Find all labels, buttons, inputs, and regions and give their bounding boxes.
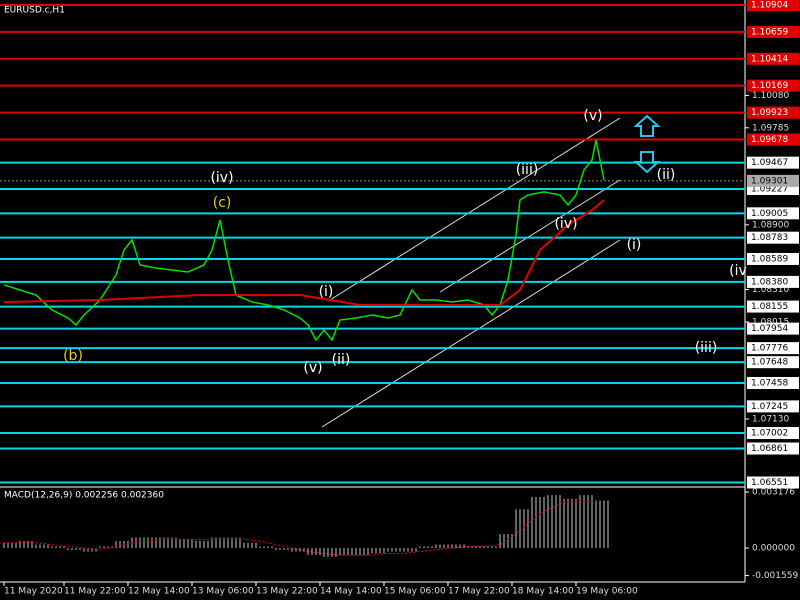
level-label: 1.07776 — [751, 344, 788, 354]
level-label-box — [747, 400, 799, 413]
wave-label: (v) — [583, 108, 602, 124]
level-label: 1.10414 — [751, 54, 788, 64]
y-tick-label: 1.08900 — [752, 220, 789, 230]
level-label: 1.08155 — [751, 302, 788, 312]
wave-label: (ii) — [657, 167, 676, 183]
level-label: 1.10904 — [751, 1, 788, 11]
wave-label: (ii) — [332, 352, 351, 368]
level-label: 1.07648 — [751, 358, 788, 368]
wave-label: (i) — [627, 237, 642, 253]
x-tick-label: 18 May 14:00 — [512, 587, 574, 597]
level-label: 1.06861 — [751, 444, 788, 454]
wave-label: (iii) — [695, 340, 718, 356]
x-tick-label: 13 May 22:00 — [256, 587, 318, 597]
y-tick-label: -0.001559 — [752, 571, 798, 581]
level-label: 1.08380 — [751, 277, 788, 287]
level-label: 1.10169 — [751, 81, 788, 91]
y-tick-label: 1.09785 — [752, 123, 789, 133]
level-label-box — [747, 322, 799, 335]
level-label: 1.09678 — [751, 135, 788, 145]
last-price-box — [747, 174, 799, 187]
level-label-box — [747, 377, 799, 390]
level-label: 1.09227 — [751, 184, 788, 194]
level-label-box — [747, 106, 799, 119]
level-label: 1.10659 — [751, 27, 788, 37]
y-tick-label: 1.07130 — [752, 414, 789, 424]
chart-title: EURUSD.c,H1 — [4, 6, 65, 16]
level-label: 1.07954 — [751, 324, 788, 334]
channel — [321, 117, 621, 428]
level-label-box — [747, 0, 799, 12]
level-label: 1.08589 — [751, 254, 788, 264]
level-label-box — [747, 300, 799, 313]
y-tick-label: 1.08310 — [752, 285, 789, 295]
level-label-box — [747, 342, 799, 355]
last-price-label: 1.09301 — [751, 176, 788, 186]
wave-label: (i) — [319, 284, 334, 300]
level-label: 1.09467 — [751, 158, 788, 168]
signal-line — [4, 499, 597, 556]
x-tick-label: 15 May 06:00 — [384, 587, 446, 597]
x-tick-label: 19 May 06:00 — [576, 587, 638, 597]
channel-line — [439, 179, 621, 293]
level-label-box — [747, 356, 799, 369]
level-label-box — [747, 156, 799, 169]
up-arrow — [633, 114, 661, 137]
level-label: 1.09005 — [751, 209, 788, 219]
level-label: 1.09923 — [751, 108, 788, 118]
moving-average — [3, 199, 605, 307]
level-label: 1.07245 — [751, 402, 788, 412]
level-label-box — [747, 427, 799, 440]
wave-label: (iv) — [210, 170, 233, 186]
macd-title: MACD(12,26,9) 0.002256 0.002360 — [4, 491, 164, 501]
channel-line — [329, 117, 621, 301]
level-label: 1.08783 — [751, 233, 788, 243]
level-label-box — [747, 442, 799, 455]
level-label-box — [747, 25, 799, 38]
x-tick-label: 12 May 14:00 — [128, 587, 190, 597]
wave-label: (iv — [729, 263, 747, 279]
x-tick-label: 14 May 14:00 — [320, 587, 382, 597]
level-label-box — [747, 207, 799, 220]
y-tick-label: 1.10080 — [752, 91, 789, 101]
level-label-box — [747, 133, 799, 146]
x-tick-label: 11 May 22:00 — [64, 587, 126, 597]
x-tick-label: 17 May 22:00 — [448, 587, 510, 597]
level-label: 1.06551 — [751, 478, 788, 488]
wave-label: (iii) — [516, 162, 539, 178]
level-label-box — [747, 231, 799, 244]
level-label-box — [747, 252, 799, 265]
level-label: 1.07458 — [751, 379, 788, 389]
level-label-box — [747, 79, 799, 92]
y-tick-label: 0.000000 — [752, 544, 795, 554]
y-tick-label: 0.003176 — [752, 488, 795, 498]
price-line — [3, 139, 605, 342]
wave-label: (b) — [63, 348, 83, 364]
level-label-box — [747, 275, 799, 288]
y-tick-label: 1.08015 — [752, 317, 789, 327]
channel-line — [321, 239, 621, 428]
wave-label: (iv) — [554, 216, 577, 232]
wave-label: (v) — [303, 360, 322, 376]
level-label-box — [747, 52, 799, 65]
level-label: 1.07002 — [751, 429, 788, 439]
level-label-box — [747, 476, 799, 489]
x-tick-label: 11 May 2020 — [4, 587, 63, 597]
x-tick-label: 13 May 06:00 — [192, 587, 254, 597]
wave-label: (c) — [213, 195, 232, 211]
